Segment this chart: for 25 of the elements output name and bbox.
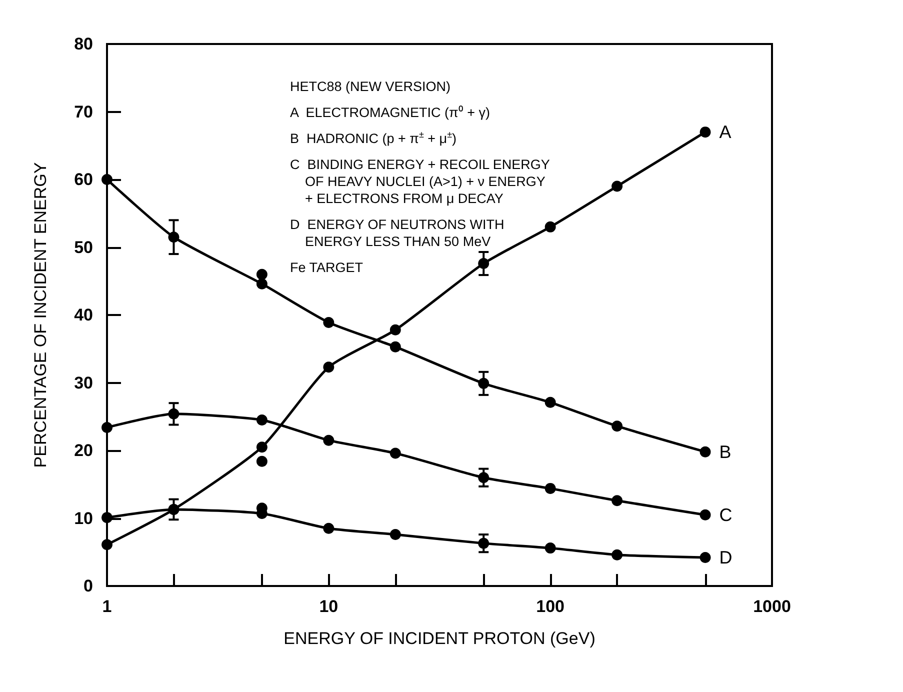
y-tick-label: 20 [74, 441, 93, 460]
annotation: A ELECTROMAGNETIC (π⁰ + γ) [290, 105, 490, 120]
annotation: C BINDING ENERGY + RECOIL ENERGY OF HEAVY NUCLEI (A>1) + ν ENERGY + ELECTRONS FROM μ DECAY [290, 157, 550, 206]
x-tick-label: 1 [102, 597, 112, 616]
y-tick-label: 30 [74, 373, 93, 392]
y-tick-label: 80 [74, 34, 93, 54]
series-label: C [719, 504, 732, 525]
y-tick-label: 40 [74, 306, 93, 324]
annotation: D ENERGY OF NEUTRONS WITH ENERGY LESS THAN 50 MeV [290, 217, 504, 249]
y-tick-label: 0 [84, 576, 93, 596]
series-label: A [719, 122, 732, 142]
x-axis-title: ENERGY OF INCIDENT PROTON (GeV) [284, 629, 596, 648]
y-axis-title: PERCENTAGE OF INCIDENT ENERGY [31, 162, 50, 468]
y-tick-label: 50 [74, 238, 93, 257]
x-tick-label: 100 [536, 597, 565, 616]
y-tick-label: 70 [74, 102, 93, 122]
annotation: Fe TARGET [290, 260, 364, 275]
series-label: B [719, 442, 732, 462]
x-tick-label: 1000 [753, 597, 791, 616]
annotation: B HADRONIC (p + π± + μ±) [290, 130, 457, 146]
series-label: D [719, 548, 732, 568]
annotation: HETC88 (NEW VERSION) [290, 79, 451, 94]
y-tick-label: 60 [74, 170, 93, 189]
x-tick-label: 10 [319, 597, 338, 616]
y-tick-label: 10 [74, 508, 93, 528]
